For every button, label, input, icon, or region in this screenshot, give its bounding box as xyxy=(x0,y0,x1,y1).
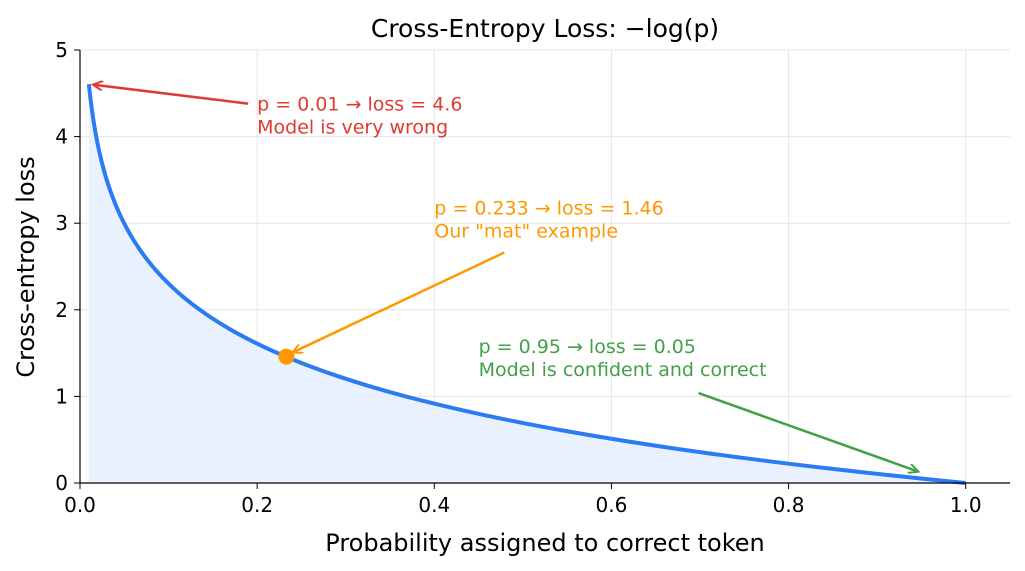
y-axis-label: Cross-entropy loss xyxy=(12,156,40,377)
chart-title: Cross-Entropy Loss: −log(p) xyxy=(371,14,719,43)
curve-area-fill xyxy=(88,84,966,483)
annotation-text: Model is confident and correct xyxy=(479,359,767,381)
ticks-layer: 0.0 0.2 0.4 0.6 0.8 1.0 0 1 2 3 4 5 xyxy=(55,38,981,517)
x-axis-label: Probability assigned to correct token xyxy=(325,529,764,557)
axes-layer xyxy=(79,50,1010,484)
annotation-text: p = 0.01 → loss = 4.6 xyxy=(257,94,462,116)
x-tick-label: 0.0 xyxy=(64,493,96,517)
fill-layer xyxy=(88,84,966,483)
y-tick-label: 3 xyxy=(55,211,68,235)
y-tick-label: 2 xyxy=(55,298,68,322)
curve-layer xyxy=(86,83,966,485)
annotation-arrow xyxy=(292,251,505,353)
annotation-text: Our "mat" example xyxy=(434,221,618,243)
annotation-text: p = 0.233 → loss = 1.46 xyxy=(434,198,663,220)
x-tick-label: 0.4 xyxy=(418,493,450,517)
annotation-text: Model is very wrong xyxy=(257,117,448,139)
y-tick-label: 0 xyxy=(55,471,68,495)
x-tick-label: 0.2 xyxy=(241,493,273,517)
loss-curve-line xyxy=(86,83,966,485)
annotation-text: p = 0.95 → loss = 0.05 xyxy=(479,336,696,358)
annotation-arrow xyxy=(93,85,249,105)
x-tick-label: 0.8 xyxy=(773,493,805,517)
y-tick-label: 4 xyxy=(55,125,68,149)
x-tick-label: 1.0 xyxy=(950,493,982,517)
highlight-point xyxy=(278,348,295,365)
y-tick-label: 1 xyxy=(55,384,68,408)
y-tick-label: 5 xyxy=(55,38,68,62)
annotation-arrow xyxy=(698,391,919,472)
x-tick-label: 0.6 xyxy=(596,493,628,517)
